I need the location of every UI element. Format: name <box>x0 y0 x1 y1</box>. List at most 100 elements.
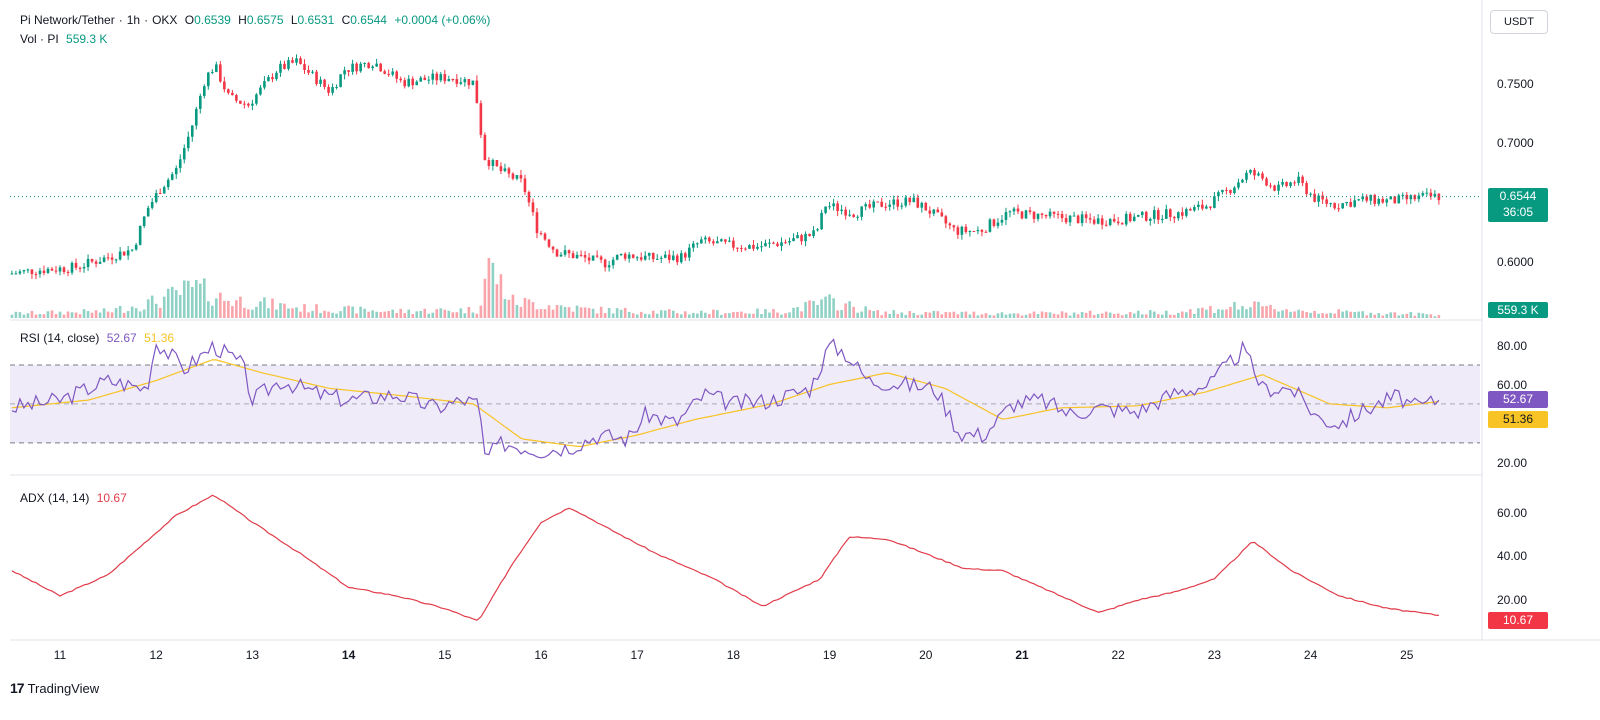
candle-body <box>1229 189 1232 194</box>
volume-bar <box>174 290 178 318</box>
rsi-ma-badge: 51.36 <box>1488 411 1548 428</box>
candle-body <box>1425 192 1429 194</box>
candle-body <box>888 204 892 207</box>
candle-body <box>928 210 932 214</box>
candle-body <box>667 254 671 260</box>
volume-bar <box>984 313 988 318</box>
candle-body <box>1148 218 1152 221</box>
rsi-title[interactable]: RSI (14, close) <box>20 331 100 345</box>
candle-body <box>1221 189 1224 193</box>
volume-bar <box>1321 313 1324 318</box>
candle-body <box>235 95 238 101</box>
volume-bar <box>74 312 78 318</box>
candle-body <box>531 202 535 213</box>
candle-body <box>551 246 555 250</box>
volume-bar <box>38 314 42 318</box>
volume-bar <box>223 300 226 318</box>
volume-bar <box>1169 314 1172 318</box>
candle-body <box>227 89 230 93</box>
volume-legend[interactable]: Vol · PI 559.3 K <box>20 32 111 46</box>
volume-bar <box>22 314 26 318</box>
candle-body <box>1413 195 1417 200</box>
candle-body <box>816 229 819 231</box>
candle-body <box>279 63 282 73</box>
time-tick-21: 21 <box>1015 648 1029 662</box>
volume-bar <box>1165 310 1168 318</box>
volume-bar <box>1293 311 1296 318</box>
volume-bar <box>1189 309 1192 318</box>
volume-bar <box>1397 315 1401 318</box>
candle-body <box>1273 185 1276 191</box>
symbol-legend[interactable]: Pi Network/Tether · 1h · OKX O0.6539 H0.6575… <box>20 13 491 27</box>
candle-body <box>684 253 687 258</box>
volume-bar <box>62 314 66 318</box>
volume-bar <box>631 313 635 318</box>
volume-bar <box>720 314 723 318</box>
candle-body <box>820 212 823 230</box>
candle-body <box>844 209 847 216</box>
candle-body <box>960 226 964 235</box>
candle-body <box>1189 209 1192 211</box>
volume-bar <box>419 310 423 318</box>
candle-body <box>1181 212 1184 216</box>
candle-body <box>1040 213 1044 215</box>
candle-body <box>563 250 567 255</box>
volume-bar <box>880 315 884 318</box>
volume-bar <box>800 311 803 318</box>
tradingview-logo[interactable]: 17 TradingView <box>10 680 99 696</box>
volume-bar <box>42 314 46 318</box>
volume-bar <box>50 310 54 318</box>
candle-body <box>178 159 182 169</box>
candle-body <box>215 64 218 72</box>
candle-body <box>768 242 771 244</box>
volume-bar <box>1229 306 1232 318</box>
candle-body <box>655 258 659 260</box>
candle-body <box>1140 211 1144 216</box>
volume-bar <box>840 310 843 318</box>
volume-bar <box>1317 313 1320 318</box>
timeframe[interactable]: 1h <box>126 13 141 27</box>
symbol-pair[interactable]: Pi Network/Tether <box>20 13 115 27</box>
volume-bar <box>18 312 22 318</box>
volume-bar <box>980 314 984 318</box>
change-value: +0.0004 (+0.06%) <box>394 13 491 27</box>
candle-body <box>395 71 398 79</box>
price-tick-0: 0.7500 <box>1497 77 1534 91</box>
volume-bar <box>231 305 234 318</box>
volume-bar <box>102 308 106 318</box>
volume-bar <box>892 310 896 318</box>
volume-bar <box>359 306 362 318</box>
currency-button[interactable]: USDT <box>1490 10 1548 34</box>
candle-body <box>1385 199 1389 203</box>
candle-body <box>708 237 711 242</box>
volume-bar <box>1265 306 1268 318</box>
candle-body <box>1249 169 1252 173</box>
candle-body <box>491 160 495 166</box>
volume-bar <box>515 304 519 318</box>
candle-body <box>1401 194 1405 196</box>
volume-bar <box>756 308 759 318</box>
candle-body <box>872 201 875 208</box>
candle-body <box>247 103 250 106</box>
time-tick-19: 19 <box>822 648 837 662</box>
volume-bar <box>235 300 238 318</box>
rsi-ma-value: 51.36 <box>144 331 175 345</box>
candle-body <box>459 82 463 84</box>
candle-body <box>14 273 18 275</box>
candle-body <box>884 206 888 208</box>
time-tick-22: 22 <box>1111 648 1125 662</box>
volume-bar <box>852 306 855 318</box>
volume-bar <box>1092 314 1096 318</box>
volume-bar <box>198 283 202 318</box>
volume-bar <box>327 311 330 318</box>
time-tick-20: 20 <box>919 648 933 662</box>
candle-body <box>1233 187 1236 194</box>
volume-bar <box>535 309 539 318</box>
volume-bar <box>479 305 483 318</box>
rsi-legend[interactable]: RSI (14, close) 52.67 51.36 <box>20 331 178 345</box>
adx-title[interactable]: ADX (14, 14) <box>20 491 90 505</box>
adx-legend[interactable]: ADX (14, 14) 10.67 <box>20 491 131 505</box>
candle-body <box>311 71 314 73</box>
